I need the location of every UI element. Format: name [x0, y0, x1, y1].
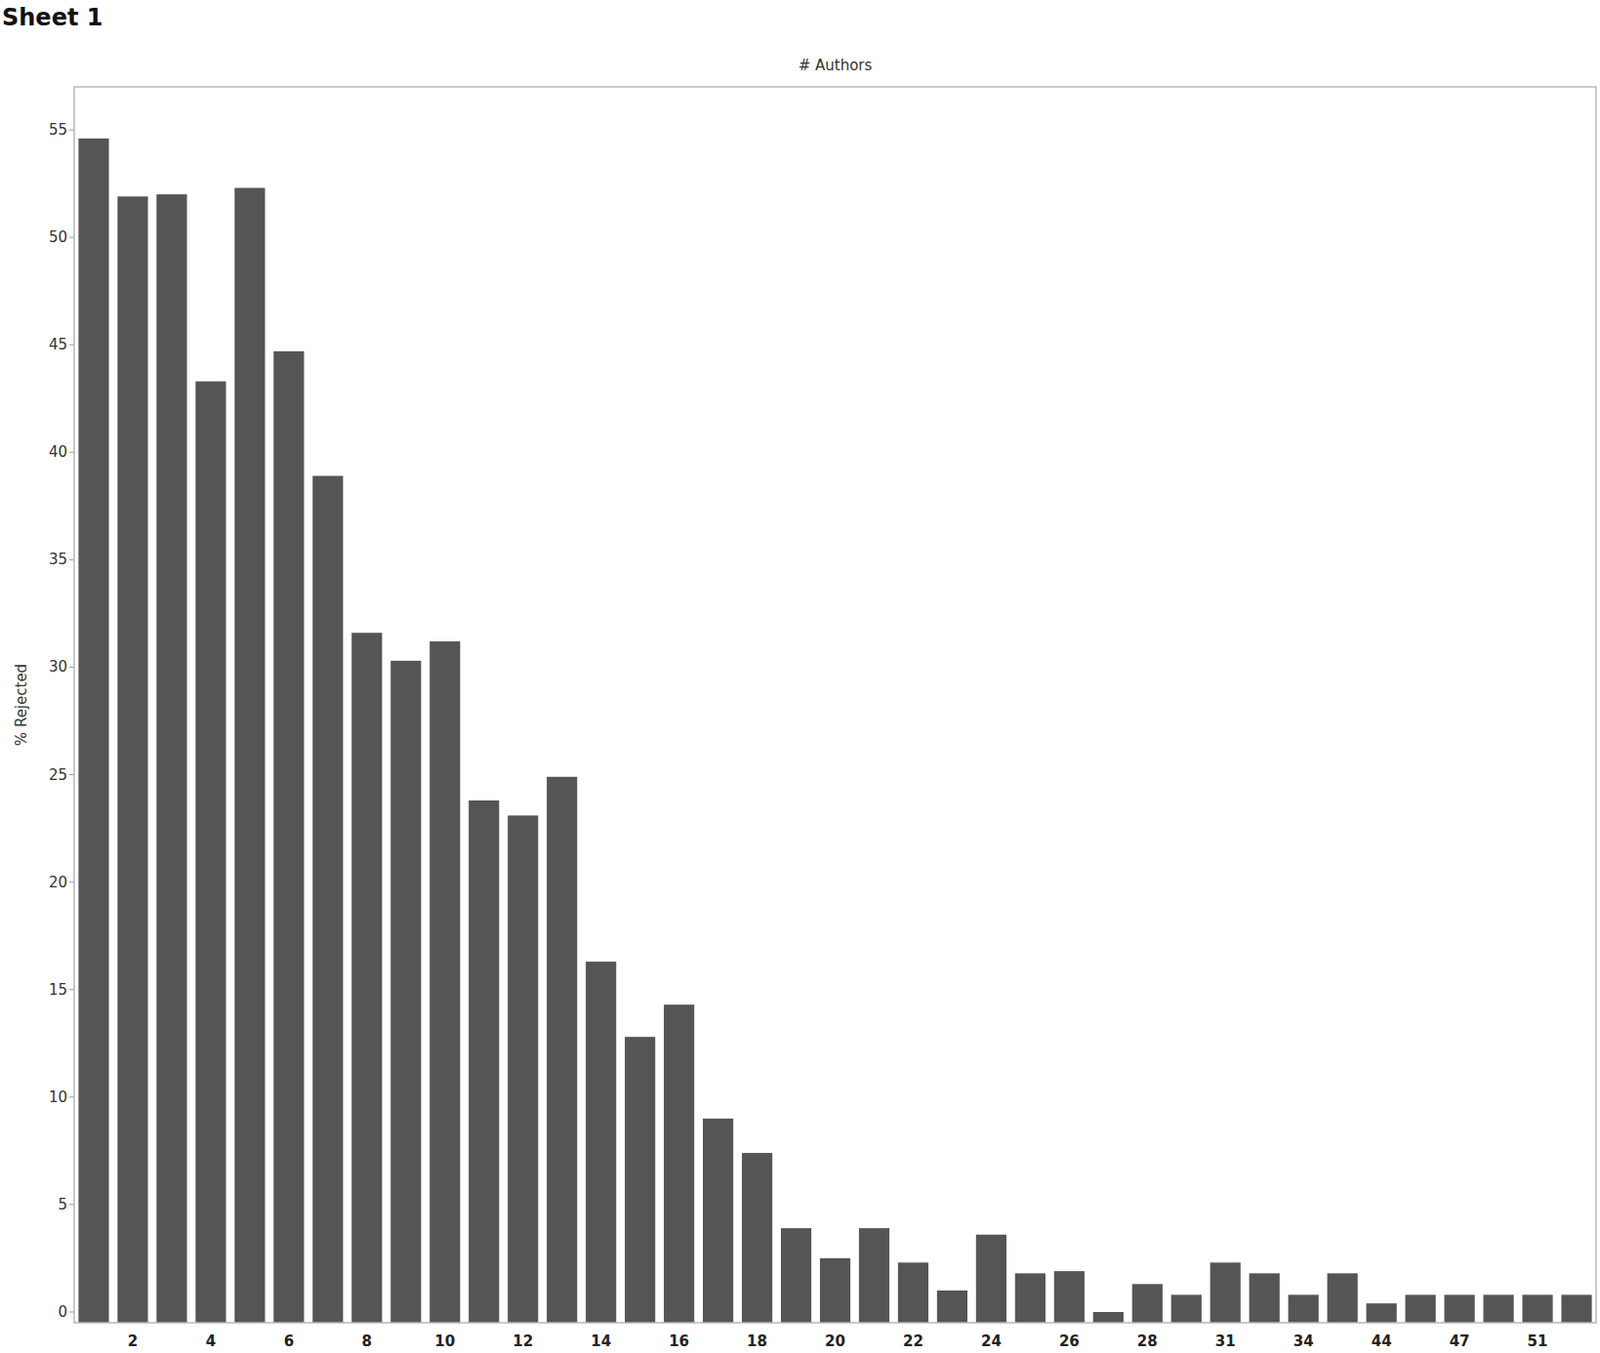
bar — [624, 1036, 656, 1323]
x-tick-label: 34 — [1293, 1332, 1314, 1351]
bar — [1560, 1294, 1592, 1323]
bar — [741, 1152, 773, 1323]
y-tick-label: 10 — [48, 1088, 68, 1107]
x-tick-label: 22 — [902, 1332, 924, 1351]
y-tick-label: 45 — [48, 335, 68, 354]
bar — [702, 1118, 734, 1323]
y-tick-label: 20 — [48, 873, 68, 892]
bar — [663, 1004, 695, 1323]
y-axis-label: % Rejected — [12, 663, 31, 746]
x-tick-label: 20 — [824, 1332, 846, 1351]
bar — [429, 641, 460, 1323]
bars — [78, 138, 1592, 1323]
x-tick-label: 2 — [127, 1332, 138, 1351]
y-tick-label: 0 — [57, 1303, 68, 1321]
y-tick-label: 35 — [48, 550, 68, 569]
bar — [1210, 1262, 1241, 1323]
bar — [1327, 1272, 1358, 1323]
x-tick-label: 44 — [1371, 1332, 1393, 1351]
y-tick-label: 30 — [48, 657, 68, 676]
x-tick-label: 47 — [1449, 1332, 1471, 1351]
bar — [273, 351, 304, 1323]
y-tick-label: 55 — [48, 121, 68, 139]
bar — [976, 1234, 1007, 1323]
bar — [1093, 1312, 1124, 1323]
title: Sheet 1 — [1, 3, 103, 32]
bar — [780, 1228, 812, 1323]
bar — [859, 1228, 890, 1323]
x-tick-label: 10 — [434, 1332, 455, 1351]
x-tick-label: 4 — [205, 1332, 216, 1351]
x-tick-label: 6 — [284, 1332, 294, 1351]
bar — [78, 138, 109, 1323]
axis-title-top: # Authors — [798, 56, 873, 75]
y-tick-label: 5 — [57, 1195, 68, 1214]
bar — [820, 1258, 851, 1323]
chart: Sheet 1 # Authors % Rejected 0 5 10 15 20 25 30 35… — [0, 0, 1600, 1353]
x-tick-label: 18 — [746, 1332, 768, 1351]
x-tick-label: 51 — [1527, 1332, 1549, 1351]
bar — [1288, 1294, 1319, 1323]
bar — [898, 1262, 929, 1323]
bar — [117, 196, 148, 1323]
bar — [312, 476, 343, 1323]
bar — [1132, 1283, 1163, 1323]
bar — [1443, 1294, 1475, 1323]
bar — [195, 381, 226, 1323]
plot-frame — [74, 86, 1597, 1323]
bar — [351, 632, 382, 1323]
y-tick-label: 40 — [48, 443, 68, 461]
bar — [937, 1290, 968, 1323]
bar — [1171, 1294, 1202, 1323]
x-tick-label: 31 — [1215, 1332, 1236, 1351]
y-tick-label: 15 — [48, 981, 68, 999]
bar — [546, 777, 577, 1323]
bar — [1405, 1294, 1436, 1323]
bar — [234, 187, 265, 1323]
x-tick-label: 28 — [1137, 1332, 1158, 1351]
bar — [390, 660, 421, 1323]
bar — [1015, 1272, 1046, 1323]
x-tick-label: 16 — [668, 1332, 690, 1351]
x-tick-label: 14 — [590, 1332, 612, 1351]
y-tick-label: 50 — [48, 228, 68, 247]
bar — [468, 800, 499, 1323]
x-tick-label: 8 — [362, 1332, 372, 1351]
bar — [507, 815, 538, 1323]
bar — [585, 961, 616, 1323]
bar — [156, 194, 187, 1323]
bar — [1482, 1294, 1514, 1323]
x-tick-label: 12 — [512, 1332, 534, 1351]
bar — [1054, 1271, 1085, 1323]
x-tick-label: 24 — [981, 1332, 1002, 1351]
x-tick-label: 26 — [1059, 1332, 1080, 1351]
y-tick-label: 25 — [48, 766, 68, 784]
bar — [1249, 1272, 1280, 1323]
bar — [1521, 1294, 1553, 1323]
bar — [1366, 1303, 1397, 1323]
